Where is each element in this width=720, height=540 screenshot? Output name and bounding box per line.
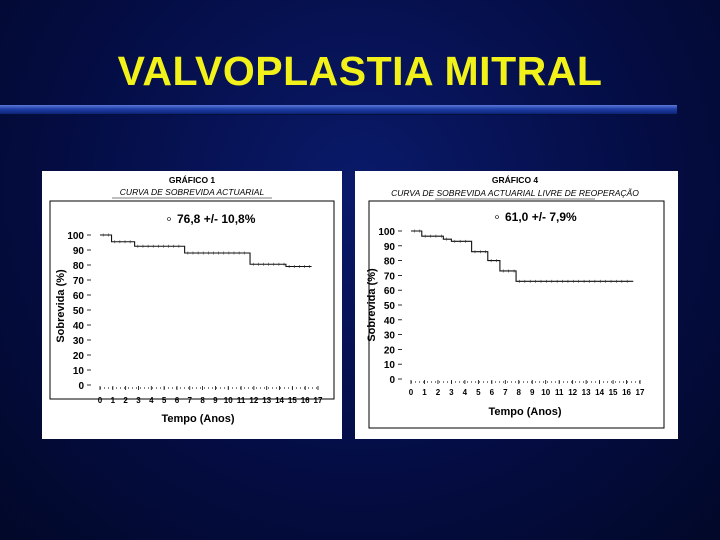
x-tick-label: 12 [568, 388, 577, 397]
y-tick-label: 90 [384, 242, 396, 253]
x-tick-label: 7 [503, 388, 508, 397]
survival-annotation: 61,0 +/- 7,9% [505, 210, 577, 224]
y-tick-label: 100 [378, 227, 395, 238]
y-tick-label: 60 [384, 286, 396, 297]
x-tick-label: 1 [422, 388, 427, 397]
y-tick-label: 10 [384, 360, 396, 371]
x-tick-label: 16 [622, 388, 631, 397]
y-tick-label: 30 [73, 336, 85, 347]
x-tick-label: 13 [582, 388, 591, 397]
y-tick-label: 50 [73, 306, 85, 317]
y-tick-label: 20 [73, 351, 85, 362]
x-tick-label: 11 [237, 396, 246, 405]
survival-chart-1: GRÁFICO 1 CURVA DE SOBREVIDA ACTUARIAL 76,… [49, 175, 335, 425]
chart-panel-4: GRÁFICO 4 CURVA DE SOBREVIDA ACTUARIAL LI… [355, 171, 678, 439]
x-tick-label: 17 [636, 388, 645, 397]
y-tick-label: 40 [384, 316, 396, 327]
x-tick-label: 4 [463, 388, 468, 397]
x-tick-label: 12 [249, 396, 258, 405]
survival-step-line [411, 230, 634, 282]
x-tick-label: 3 [449, 388, 454, 397]
x-tick-label: 14 [595, 388, 604, 397]
chart-frame [49, 200, 335, 400]
y-tick-label: 20 [384, 345, 396, 356]
chart-subtitle: CURVA DE SOBREVIDA ACTUARIAL LIVRE DE RE… [391, 188, 639, 198]
slide-title: VALVOPLASTIA MITRAL [117, 48, 603, 94]
x-tick-label: 17 [314, 396, 323, 405]
x-tick-label: 8 [517, 388, 522, 397]
y-tick-label: 0 [389, 375, 395, 386]
y-tick-label: 10 [73, 366, 85, 377]
y-tick-label: 50 [384, 301, 396, 312]
x-tick-label: 11 [555, 388, 564, 397]
chart-heading: GRÁFICO 1 [169, 175, 216, 185]
x-tick-label: 15 [609, 388, 618, 397]
x-tick-label: 7 [188, 396, 193, 405]
x-tick-label: 10 [224, 396, 233, 405]
x-tick-label: 1 [111, 396, 116, 405]
x-axis-label: Tempo (Anos) [488, 406, 561, 418]
chart-heading: GRÁFICO 4 [492, 175, 539, 185]
x-tick-label: 5 [476, 388, 481, 397]
y-tick-label: 80 [73, 261, 85, 272]
annotation-marker [495, 215, 499, 219]
y-tick-label: 70 [384, 271, 396, 282]
x-tick-label: 15 [288, 396, 297, 405]
chart-panel-1: GRÁFICO 1 CURVA DE SOBREVIDA ACTUARIAL 76,… [42, 171, 342, 439]
survival-chart-4: GRÁFICO 4 CURVA DE SOBREVIDA ACTUARIAL LI… [366, 175, 665, 429]
y-tick-label: 40 [73, 321, 85, 332]
y-tick-label: 100 [67, 231, 84, 242]
x-tick-label: 9 [213, 396, 218, 405]
x-axis-label: Tempo (Anos) [161, 413, 234, 425]
chart-subtitle: CURVA DE SOBREVIDA ACTUARIAL [120, 187, 265, 197]
title-divider [0, 105, 677, 115]
y-tick-label: 90 [73, 246, 85, 257]
x-tick-label: 6 [175, 396, 180, 405]
x-tick-label: 8 [200, 396, 205, 405]
y-axis-label: Sobrevida (%) [366, 268, 378, 342]
survival-step-line [100, 234, 312, 268]
x-tick-label: 6 [490, 388, 495, 397]
chart-frame [368, 200, 665, 429]
x-tick-label: 0 [98, 396, 103, 405]
y-tick-label: 60 [73, 291, 85, 302]
y-tick-label: 80 [384, 257, 396, 268]
x-tick-label: 0 [409, 388, 414, 397]
x-tick-label: 2 [123, 396, 128, 405]
survival-annotation: 76,8 +/- 10,8% [177, 212, 256, 226]
y-axis-label: Sobrevida (%) [55, 269, 67, 343]
x-tick-label: 13 [262, 396, 271, 405]
x-tick-label: 3 [136, 396, 141, 405]
x-tick-label: 4 [149, 396, 154, 405]
annotation-marker [167, 217, 171, 221]
x-tick-label: 2 [436, 388, 441, 397]
x-tick-label: 5 [162, 396, 167, 405]
x-tick-label: 16 [301, 396, 310, 405]
y-tick-label: 0 [78, 381, 84, 392]
x-tick-label: 14 [275, 396, 284, 405]
y-tick-label: 30 [384, 331, 396, 342]
x-tick-label: 10 [541, 388, 550, 397]
y-tick-label: 70 [73, 276, 85, 287]
x-tick-label: 9 [530, 388, 535, 397]
